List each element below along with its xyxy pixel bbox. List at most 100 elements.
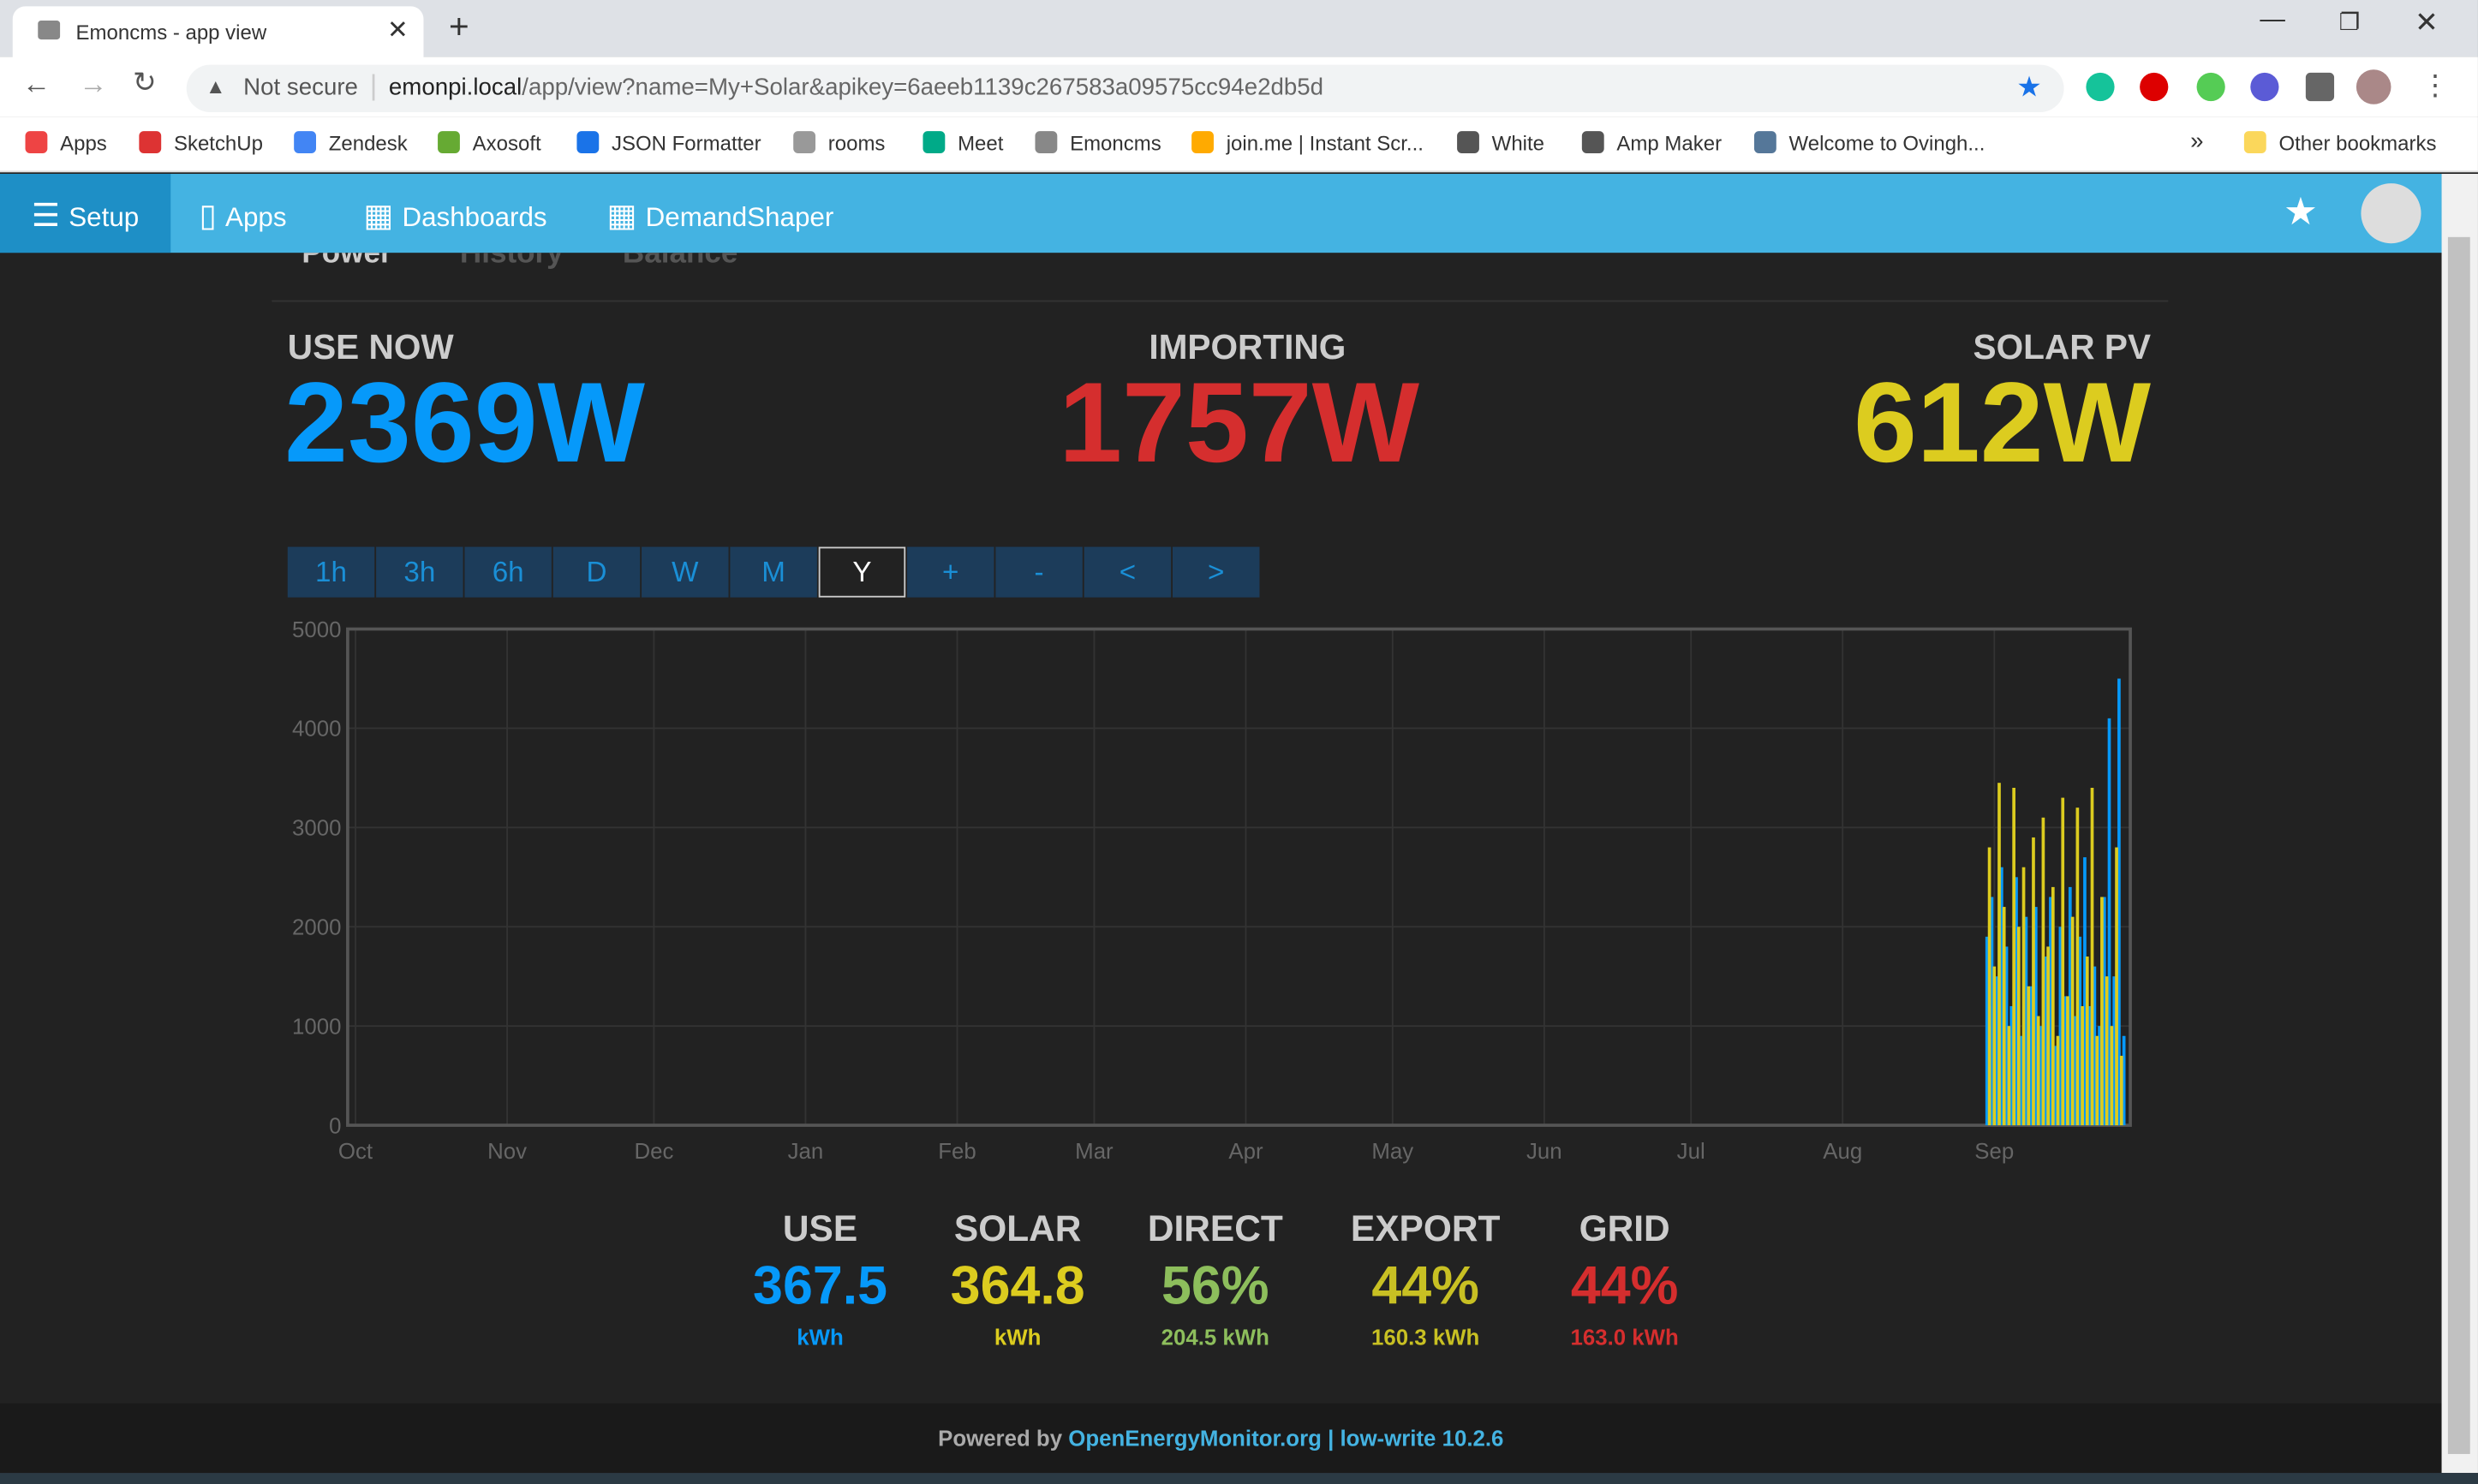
bookmark[interactable]: White bbox=[1457, 131, 1544, 155]
y-tick-label: 4000 bbox=[292, 718, 341, 742]
time-button[interactable]: - bbox=[995, 546, 1083, 598]
bar bbox=[2093, 966, 2097, 1126]
scrollbar bbox=[2441, 174, 2478, 1474]
total-unit: 160.3 kWh bbox=[1370, 1324, 1480, 1350]
bar bbox=[2046, 946, 2050, 1126]
tab-close[interactable]: ✕ bbox=[387, 17, 409, 45]
more-bookmarks[interactable]: » bbox=[2190, 128, 2204, 155]
nav-item[interactable]: ▦ Dashboards bbox=[363, 196, 546, 235]
ext-icon[interactable] bbox=[2305, 72, 2335, 102]
bar bbox=[1987, 847, 1991, 1126]
nav-item[interactable]: ▦ DemandShaper bbox=[606, 196, 833, 235]
total-label: EXPORT bbox=[1350, 1207, 1501, 1249]
bar bbox=[2117, 678, 2121, 1126]
reload[interactable]: ↻ bbox=[132, 66, 157, 98]
taskbar bbox=[0, 1473, 2478, 1484]
time-button[interactable]: M bbox=[730, 546, 817, 598]
ext-icon[interactable] bbox=[2250, 72, 2279, 102]
bar bbox=[2041, 817, 2045, 1126]
bar bbox=[2021, 867, 2026, 1126]
value: 2369W bbox=[284, 360, 646, 487]
tab-bar: Emoncms - app view ✕ + — ❐ ✕ bbox=[0, 0, 2478, 57]
app-tab[interactable]: Balance bbox=[622, 236, 738, 271]
bookmark[interactable]: Meet bbox=[923, 131, 1003, 155]
ext-icon[interactable] bbox=[2140, 72, 2169, 102]
time-button[interactable]: Y bbox=[818, 546, 906, 598]
bar bbox=[2087, 1005, 2092, 1126]
bookmark[interactable]: JSON Formatter bbox=[576, 131, 761, 155]
ext-icon[interactable] bbox=[2196, 72, 2225, 102]
security-label: Not secure bbox=[243, 74, 358, 102]
close[interactable]: ✕ bbox=[2415, 6, 2439, 39]
minimize[interactable]: — bbox=[2260, 6, 2285, 33]
bar bbox=[2073, 1016, 2077, 1126]
url-host: emonpi.local bbox=[388, 74, 522, 102]
bar bbox=[1985, 936, 1989, 1126]
time-button[interactable]: + bbox=[907, 546, 994, 598]
nav-label: Dashboards bbox=[402, 202, 547, 233]
bookmark-label: Zendesk bbox=[328, 131, 408, 155]
time-button[interactable]: 6h bbox=[464, 546, 552, 598]
profile[interactable] bbox=[2356, 69, 2391, 104]
time-button[interactable]: W bbox=[642, 546, 729, 598]
label: SOLAR PV bbox=[1973, 327, 2152, 367]
back[interactable]: ← bbox=[21, 68, 51, 100]
nav-item[interactable]: ▯ Apps bbox=[199, 196, 286, 235]
bar bbox=[2066, 996, 2069, 1126]
user-avatar[interactable] bbox=[2361, 183, 2421, 244]
x-tick-label: Sep bbox=[1974, 1140, 2014, 1164]
bar bbox=[2016, 927, 2021, 1126]
bookmark[interactable]: Amp Maker bbox=[1581, 131, 1722, 155]
bar bbox=[2002, 907, 2006, 1126]
tab[interactable]: Emoncms - app view ✕ bbox=[12, 6, 424, 57]
bar bbox=[2100, 897, 2104, 1126]
nav-icon: ▦ bbox=[363, 199, 403, 235]
app-tab[interactable]: Power bbox=[302, 236, 392, 271]
omnibox[interactable]: ▲ Not secure | emonpi.local/app/view?nam… bbox=[186, 64, 2064, 113]
favorite[interactable]: ★ bbox=[2284, 191, 2318, 235]
bookmark[interactable]: SketchUp bbox=[139, 131, 263, 155]
total-label: DIRECT bbox=[1147, 1207, 1283, 1249]
menu[interactable]: ⋮ bbox=[2421, 69, 2450, 102]
bookmark[interactable]: join.me | Instant Scr... bbox=[1191, 131, 1424, 155]
bookmark[interactable]: rooms bbox=[793, 131, 885, 155]
other-bookmarks[interactable]: Other bookmarks bbox=[2243, 131, 2437, 155]
bookmark-star[interactable]: ★ bbox=[2016, 71, 2042, 103]
new-tab[interactable]: + bbox=[448, 6, 469, 46]
bookmark[interactable]: Zendesk bbox=[294, 131, 408, 155]
bookmark-label: join.me | Instant Scr... bbox=[1226, 131, 1424, 155]
footer-text: Powered by bbox=[938, 1425, 1063, 1451]
y-tick-label: 3000 bbox=[292, 817, 341, 841]
x-tick-label: Feb bbox=[938, 1140, 976, 1164]
tabs bbox=[272, 253, 2169, 302]
bar bbox=[2056, 1035, 2060, 1126]
bookmark-icon bbox=[139, 131, 162, 154]
restore[interactable]: ❐ bbox=[2338, 9, 2361, 37]
time-button[interactable]: 3h bbox=[376, 546, 463, 598]
bookmark[interactable]: Emoncms bbox=[1035, 131, 1161, 155]
time-button[interactable]: 1h bbox=[287, 546, 375, 598]
total-value: 364.8 bbox=[950, 1256, 1085, 1317]
bookmark[interactable]: Welcome to Ovingh... bbox=[1753, 131, 1985, 155]
scroll-thumb[interactable] bbox=[2447, 236, 2470, 1454]
x-tick-label: Oct bbox=[338, 1140, 373, 1164]
separator: | bbox=[369, 69, 378, 102]
footer-link[interactable]: OpenEnergyMonitor.org bbox=[1068, 1425, 1322, 1451]
time-button[interactable]: D bbox=[552, 546, 641, 598]
forward[interactable]: → bbox=[79, 68, 108, 100]
bookmark[interactable]: Apps bbox=[25, 131, 107, 155]
bookmark-icon bbox=[1035, 131, 1058, 154]
x-tick-label: Dec bbox=[634, 1140, 673, 1164]
time-button[interactable]: > bbox=[1172, 546, 1260, 598]
bar bbox=[2027, 986, 2031, 1126]
bookmark-label: JSON Formatter bbox=[612, 131, 761, 155]
bar bbox=[2105, 976, 2109, 1126]
bookmark-label: Emoncms bbox=[1070, 131, 1161, 155]
ext-icon[interactable] bbox=[2086, 72, 2115, 102]
nav-item[interactable]: ☰ Setup bbox=[32, 196, 139, 235]
bookmark-label: Other bookmarks bbox=[2278, 131, 2437, 155]
bookmark[interactable]: Axosoft bbox=[438, 131, 541, 155]
app-tab[interactable]: History bbox=[459, 236, 564, 271]
time-button[interactable]: < bbox=[1084, 546, 1172, 598]
